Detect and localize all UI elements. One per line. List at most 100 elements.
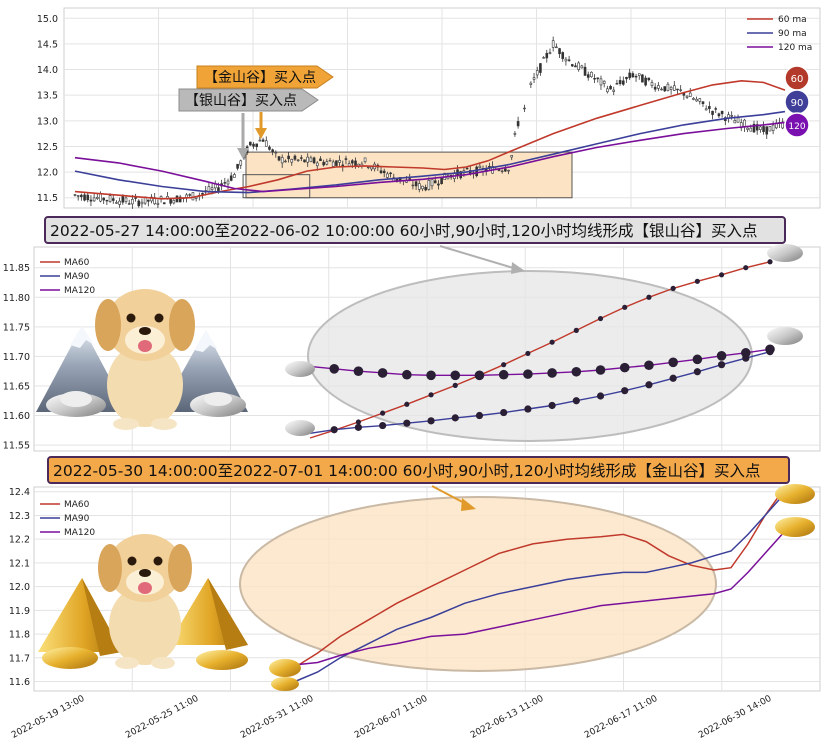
gold-ingot-markers	[269, 484, 815, 691]
middle-point-MA120	[474, 370, 485, 381]
candle-body	[169, 198, 172, 204]
y-tick-label: 12.0	[37, 168, 58, 179]
middle-point-MA90	[379, 421, 387, 430]
middle-point-MA120	[644, 360, 654, 371]
middle-point-MA90	[475, 411, 484, 420]
legend-60ma: 60 ma	[778, 15, 807, 25]
candle-body	[229, 175, 233, 181]
middle-point-MA120	[716, 351, 727, 361]
candle-body	[570, 64, 574, 67]
middle-point-MA60	[549, 339, 555, 345]
candle-body	[653, 86, 657, 90]
candle-body	[548, 52, 552, 54]
middle-point-MA90	[451, 414, 459, 422]
candle-body	[118, 200, 121, 205]
legend-120ma: 120 ma	[778, 43, 812, 53]
candle-body	[437, 183, 440, 186]
candle-body	[733, 120, 737, 124]
candle-body	[634, 75, 638, 78]
legend-90ma: 90 ma	[778, 29, 807, 39]
candle-body	[335, 160, 338, 166]
candle-body	[421, 185, 424, 190]
bottom-series-MA60	[294, 491, 783, 668]
ma-badges: 60 90 120	[784, 65, 810, 138]
candle-body	[685, 95, 689, 98]
candle-body	[137, 200, 141, 207]
candle-body	[488, 165, 491, 168]
candle-body	[612, 89, 616, 92]
middle-point-MA60	[501, 362, 507, 368]
middle-point-MA60	[404, 401, 410, 407]
candle-body	[688, 92, 692, 97]
candle-body	[586, 74, 590, 78]
y-tick-label: 11.65	[3, 381, 30, 392]
candle-body	[771, 124, 775, 131]
y-tick-label: 11.8	[9, 630, 30, 641]
candle-body	[134, 197, 137, 199]
middle-point-MA90	[621, 387, 629, 395]
candle-body	[641, 74, 644, 83]
candle-body	[746, 127, 749, 130]
x-tick-label: 2022-06-07 11:00	[353, 694, 430, 741]
candle-body	[698, 98, 702, 102]
middle-point-MA90	[403, 419, 411, 427]
candle-body	[704, 108, 708, 111]
middle-point-MA60	[622, 304, 628, 310]
candle-body	[108, 195, 112, 202]
y-tick-label: 11.7	[9, 653, 30, 664]
candle-body	[96, 196, 99, 199]
y-tick-label: 12.2	[9, 535, 30, 546]
candle-body	[618, 80, 622, 84]
bot-legend-ma120: MA120	[64, 528, 95, 538]
y-tick-label: 12.4	[9, 487, 30, 498]
candle-body	[672, 85, 676, 91]
middle-point-MA120	[377, 368, 388, 378]
candle-body	[274, 151, 278, 154]
middle-point-MA120	[523, 369, 533, 379]
y-tick-label: 11.85	[3, 263, 30, 274]
x-tick-label: 2022-06-30 14:00	[697, 694, 774, 741]
candle-body	[720, 110, 724, 115]
middle-point-MA60	[670, 285, 676, 291]
badge-120-label: 120	[788, 122, 805, 132]
candle-body	[363, 157, 367, 163]
candle-body	[99, 193, 102, 202]
candle-body	[127, 203, 131, 205]
candle-body	[150, 196, 153, 202]
candle-body	[296, 159, 300, 161]
y-tick-label: 13.0	[37, 116, 58, 127]
candle-body	[650, 82, 654, 86]
silver-zone-rect	[242, 174, 311, 199]
middle-point-MA60	[694, 278, 700, 284]
candle-body	[147, 199, 150, 202]
candle-body	[264, 140, 268, 147]
bottom-legend: MA60 MA90 MA120	[40, 500, 95, 538]
candle-body	[366, 166, 370, 169]
candle-body	[121, 196, 125, 203]
candle-body	[249, 141, 252, 146]
middle-point-MA120	[353, 366, 364, 376]
x-tick-label: 2022-05-31 11:00	[239, 694, 316, 741]
silver-ingot-markers	[285, 244, 803, 436]
middle-point-MA90	[548, 401, 556, 410]
candle-body	[692, 98, 695, 100]
candle-body	[280, 157, 284, 164]
candle-body	[593, 77, 596, 80]
mid-legend-ma60: MA60	[64, 258, 90, 268]
middle-point-MA120	[740, 348, 751, 358]
candle-body	[504, 168, 507, 172]
middle-y-tick-labels: 11.55 11.60 11.65 11.70 11.75 11.80 11.85	[3, 263, 30, 451]
candle-body	[351, 160, 354, 164]
middle-point-MA120	[402, 369, 412, 380]
candle-body	[389, 172, 392, 175]
candle-body	[89, 199, 93, 202]
candle-body	[765, 126, 769, 135]
x-tick-label: 2022-05-19 13:00	[10, 694, 87, 741]
candle-body	[532, 77, 536, 80]
candle-body	[759, 126, 762, 131]
candle-body	[701, 101, 705, 105]
candle-body	[156, 202, 160, 205]
middle-point-MA120	[595, 365, 606, 375]
middle-point-MA60	[380, 410, 386, 416]
